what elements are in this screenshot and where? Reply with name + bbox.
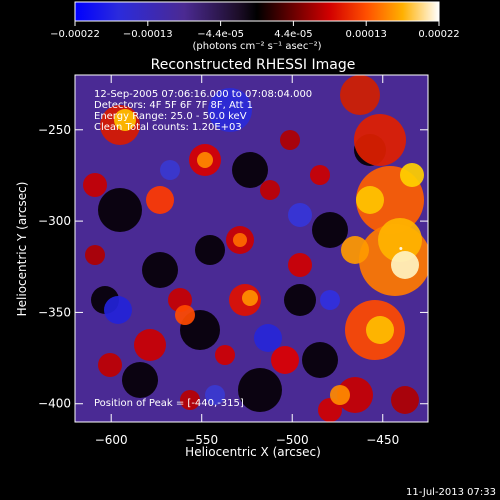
chart-title: Reconstructed RHESSI Image — [151, 57, 356, 73]
annotation-energy: Energy Range: 25.0 - 50.0 keV — [94, 111, 247, 122]
heatmap-feature — [232, 152, 268, 188]
heatmap-feature — [233, 233, 247, 247]
y-axis-ticks: −400 −350 −300 −250 — [38, 123, 428, 411]
plot-frame — [74, 74, 429, 423]
heatmap-feature — [337, 377, 373, 413]
footer-timestamp: 11-Jul-2013 07:33 — [406, 487, 496, 498]
heatmap-feature — [378, 218, 422, 262]
heatmap-feature — [288, 203, 312, 227]
heatmap-feature — [134, 329, 166, 361]
heatmap-feature — [391, 386, 419, 414]
heatmap-feature — [284, 284, 316, 316]
heatmap-feature — [254, 324, 282, 352]
colorbar-tick-label: 0.00022 — [418, 29, 459, 40]
heatmap-feature — [320, 290, 340, 310]
heatmap-feature — [208, 88, 252, 132]
y-tick-label: −350 — [38, 305, 71, 319]
heatmap-feature — [146, 186, 174, 214]
x-axis-ticks: −600 −550 −500 −450 — [95, 75, 399, 447]
heatmap-feature — [242, 290, 258, 306]
heatmap-feature — [260, 180, 280, 200]
heatmap-feature — [83, 173, 107, 197]
heatmap-feature — [271, 346, 299, 374]
heatmap-feature — [180, 390, 200, 410]
heatmap-feature — [330, 385, 350, 405]
colorbar: −0.00022 −0.00013 −4.4e-05 4.4e-05 0.00013 0.… — [50, 1, 460, 52]
heatmap-feature — [354, 114, 406, 166]
annotation-detectors: Detectors: 4F 5F 6F 7F 8F, Att 1 — [94, 100, 253, 111]
x-tick-label: −600 — [95, 433, 128, 447]
heatmap-feature — [310, 165, 330, 185]
heatmap-feature — [366, 316, 394, 344]
heatmap-feature — [98, 353, 122, 377]
annotation-clean: Clean Total counts: 1.20E+03 — [94, 122, 242, 133]
y-tick-label: −250 — [38, 123, 71, 137]
heatmap-feature — [356, 186, 384, 214]
y-axis-label: Heliocentric Y (arcsec) — [15, 182, 29, 317]
heatmap-feature — [341, 236, 369, 264]
heatmap-feature — [85, 245, 105, 265]
heatmap-feature — [391, 251, 419, 279]
peak-point — [399, 247, 403, 250]
heatmap-feature — [114, 109, 136, 131]
annotations: 12-Sep-2005 07:06:16.000 to 07:08:04.000… — [94, 89, 312, 409]
heatmap-feature — [288, 253, 312, 277]
y-tick-label: −400 — [38, 397, 71, 411]
colorbar-tick-label: 0.00013 — [346, 29, 387, 40]
colorbar-tick-label: −0.00022 — [50, 29, 100, 40]
annotation-peak: Position of Peak = [-440,-315] — [94, 398, 244, 409]
x-tick-label: −500 — [276, 433, 309, 447]
colorbar-tick-label: −4.4e-05 — [197, 29, 244, 40]
heatmap-feature — [195, 235, 225, 265]
heatmap-feature — [205, 385, 225, 405]
heatmap-feature — [160, 160, 180, 180]
heatmap-feature — [197, 152, 213, 168]
heatmap-feature — [104, 296, 132, 324]
heatmap-feature — [98, 188, 142, 232]
heatmap-feature — [122, 362, 158, 398]
heatmap-feature — [175, 305, 195, 325]
colorbar-unit-label: (photons cm⁻² s⁻¹ asec⁻²) — [192, 41, 321, 52]
heatmap-feature — [280, 130, 300, 150]
heatmap-feature — [340, 75, 380, 115]
x-tick-label: −550 — [185, 433, 218, 447]
x-tick-label: −450 — [366, 433, 399, 447]
plot-area — [75, 75, 428, 422]
heatmap-feature — [312, 212, 348, 248]
heatmap-feature — [302, 342, 338, 378]
x-axis-label: Heliocentric X (arcsec) — [185, 445, 321, 459]
colorbar-tick-label: −0.00013 — [123, 29, 173, 40]
heatmap-feature — [238, 368, 282, 412]
heatmap-feature — [142, 252, 178, 288]
heatmap-feature — [400, 163, 424, 187]
colorbar-ticks: −0.00022 −0.00013 −4.4e-05 4.4e-05 0.00013 0.… — [50, 21, 460, 40]
heatmap-feature — [215, 345, 235, 365]
colorbar-gradient — [74, 1, 440, 22]
y-tick-label: −300 — [38, 214, 71, 228]
annotation-time: 12-Sep-2005 07:06:16.000 to 07:08:04.000 — [94, 89, 312, 100]
heatmap-features — [83, 75, 428, 422]
colorbar-tick-label: 4.4e-05 — [274, 29, 312, 40]
